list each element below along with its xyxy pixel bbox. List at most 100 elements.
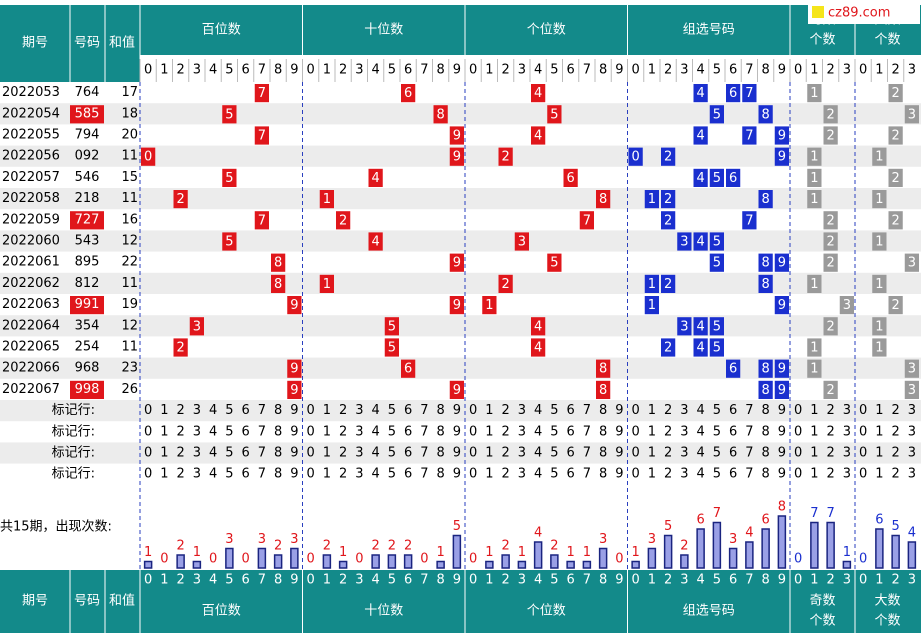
count-digit: 1 [875, 192, 883, 207]
digit-header: 4 [371, 63, 379, 78]
footer-digit: 8 [599, 573, 607, 588]
footer-digit: 1 [875, 573, 883, 588]
count-bar [257, 547, 267, 569]
ball-digit: 5 [713, 107, 721, 122]
count-value: 0 [794, 552, 802, 567]
marker-digit: 2 [339, 403, 347, 418]
marker-digit: 8 [436, 403, 444, 418]
marker-digit: 5 [225, 446, 233, 461]
marker-digit: 3 [518, 403, 526, 418]
ball [287, 380, 302, 399]
issue: 2022060 [2, 234, 60, 249]
digit-header: 0 [859, 63, 867, 78]
ball [287, 296, 302, 315]
count-value: 2 [550, 539, 558, 554]
footer-digit: 6 [404, 573, 412, 588]
count-cell [807, 147, 822, 166]
ball-digit: 8 [436, 107, 444, 122]
marker-digit: 2 [501, 424, 509, 439]
marker-digit: 3 [680, 467, 688, 482]
count-bar [907, 541, 917, 569]
count-bar [826, 521, 835, 569]
footer-digit: 8 [436, 573, 444, 588]
count-cell [888, 211, 903, 230]
ball [774, 359, 789, 378]
marker-digit: 2 [176, 467, 184, 482]
digit-header: 8 [436, 63, 444, 78]
marker-digit: 7 [420, 424, 428, 439]
footer-digit: 2 [501, 573, 509, 588]
ball [774, 147, 789, 166]
ball [693, 232, 708, 251]
marker-digit: 8 [436, 446, 444, 461]
count-value: 2 [680, 539, 688, 554]
ball [449, 147, 464, 166]
ball-digit: 7 [583, 213, 591, 228]
marker-digit: 4 [209, 446, 217, 461]
marker-digit: 4 [209, 403, 217, 418]
marker-digit: 5 [713, 403, 721, 418]
ball-digit: 5 [388, 319, 396, 334]
marker-digit: 1 [323, 446, 331, 461]
marker-digit: 7 [583, 424, 591, 439]
footer-label: 号码 [74, 594, 100, 609]
count-bar [485, 560, 494, 569]
ball-digit: 2 [501, 150, 509, 165]
ball [271, 274, 286, 293]
count-cell [888, 84, 903, 103]
count-value: 5 [664, 519, 672, 534]
sum: 11 [121, 191, 138, 206]
marker-digit: 9 [778, 424, 786, 439]
count-value: 4 [534, 526, 542, 541]
count-digit: 2 [891, 86, 899, 101]
ball-digit: 5 [225, 171, 233, 186]
ball-digit: 5 [713, 235, 721, 250]
footer-digit: 4 [696, 573, 704, 588]
marker-digit: 4 [696, 467, 704, 482]
marker-digit: 0 [144, 446, 152, 461]
number: 895 [75, 255, 100, 270]
digit-header: 6 [566, 63, 574, 78]
footer-digit: 7 [745, 573, 753, 588]
count-value: 3 [258, 532, 266, 547]
count-value: 8 [778, 500, 786, 515]
ball-digit: 9 [778, 298, 786, 313]
ball-digit: 5 [225, 107, 233, 122]
digit-header: 9 [615, 63, 623, 78]
ball-digit: 5 [550, 256, 558, 271]
marker-digit: 3 [193, 467, 201, 482]
ball-digit: 4 [696, 341, 704, 356]
ball-digit: 4 [696, 319, 704, 334]
ball [596, 190, 611, 209]
logo-bg [808, 2, 920, 24]
marker-digit: 1 [810, 403, 818, 418]
count-digit: 1 [810, 171, 818, 186]
ball-digit: 1 [485, 298, 493, 313]
ball [644, 296, 659, 315]
marker-digit: 9 [778, 403, 786, 418]
count-value: 0 [209, 552, 217, 567]
ball [384, 338, 399, 357]
ball-digit: 4 [534, 129, 542, 144]
ball [758, 253, 773, 272]
issue: 2022062 [2, 276, 60, 291]
ball-digit: 9 [453, 256, 461, 271]
marker-digit: 4 [696, 403, 704, 418]
marker-digit: 2 [826, 424, 834, 439]
ball-digit: 8 [274, 256, 282, 271]
footer-section: 奇数 [809, 593, 835, 609]
count-bar [712, 521, 722, 569]
marker-digit: 1 [648, 424, 656, 439]
ball [449, 126, 464, 145]
marker-digit: 6 [566, 403, 574, 418]
marker-digit: 7 [420, 446, 428, 461]
ball [661, 211, 676, 230]
ball [531, 338, 546, 357]
ball-digit: 5 [713, 341, 721, 356]
marker-digit: 6 [729, 467, 737, 482]
ball-digit: 1 [648, 192, 656, 207]
marker-digit: 1 [875, 446, 883, 461]
sum: 23 [121, 361, 138, 376]
marker-digit: 7 [258, 424, 266, 439]
marker-label: 标记行: [52, 403, 95, 418]
